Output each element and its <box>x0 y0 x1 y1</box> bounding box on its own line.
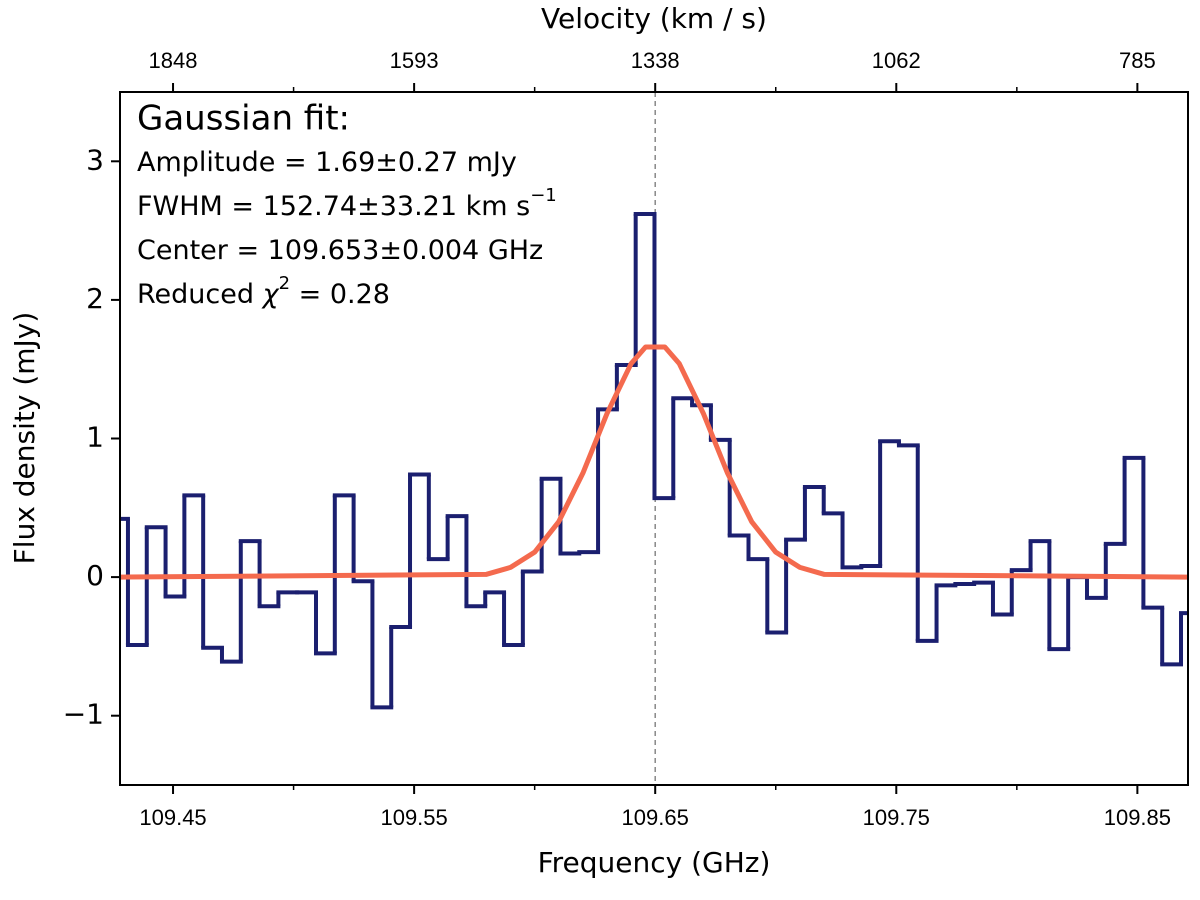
annotation-part: Reduced <box>137 279 263 310</box>
y-tick-label: 1 <box>86 421 104 454</box>
x-axis-label: Frequency (GHz) <box>538 846 771 879</box>
x2-tick-label: 1338 <box>631 48 680 73</box>
annotation: FWHM = 152.74±33.21 km s−1 <box>137 185 557 222</box>
annotation: Reduced χ2 = 0.28 <box>137 273 390 310</box>
annotation: Amplitude = 1.69±0.27 mJy <box>137 147 517 178</box>
annotation-part: FWHM = 152.74±33.21 km s <box>137 191 530 222</box>
y-tick-label: 2 <box>86 282 104 315</box>
x-tick-label: 109.45 <box>139 805 206 830</box>
annotation: Center = 109.653±0.004 GHz <box>137 235 543 266</box>
x-tick-label: 109.65 <box>622 805 689 830</box>
y-tick-label: −1 <box>63 698 104 731</box>
y-tick-label: 3 <box>86 143 104 176</box>
x-tick-label: 109.55 <box>380 805 447 830</box>
x2-tick-label: 785 <box>1119 48 1156 73</box>
annotation-title: Gaussian fit: <box>137 99 350 139</box>
gaussian-fit <box>120 344 1188 580</box>
annotation-part: 2 <box>279 273 290 294</box>
annotation-part: = 0.28 <box>290 279 390 310</box>
x-tick-label: 109.85 <box>1104 805 1171 830</box>
x2-tick-label: 1848 <box>149 48 198 73</box>
y-tick-label: 0 <box>86 559 104 592</box>
annotation-part: Center = 109.653±0.004 GHz <box>137 235 543 266</box>
annotation-part: −1 <box>530 185 557 206</box>
x-tick-label: 109.75 <box>863 805 930 830</box>
x2-tick-label: 1593 <box>390 48 439 73</box>
annotation-part: Amplitude = 1.69±0.27 mJy <box>137 147 517 178</box>
x2-axis-label: Velocity (km / s) <box>541 2 767 35</box>
y-axis-label: Flux density (mJy) <box>8 312 41 565</box>
plot-area <box>120 92 1188 785</box>
x2-tick-label: 1062 <box>872 48 921 73</box>
annotation-part: χ <box>261 279 280 310</box>
